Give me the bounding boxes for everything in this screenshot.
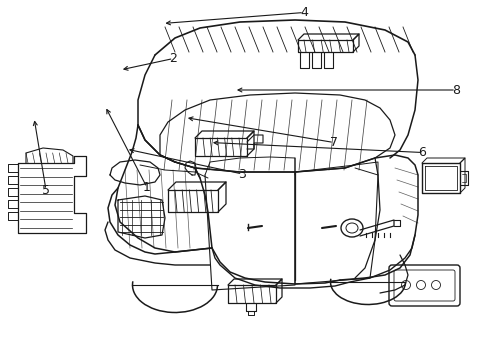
Text: 6: 6	[418, 146, 426, 159]
Text: 4: 4	[300, 6, 307, 19]
Text: 8: 8	[451, 84, 459, 96]
Text: 7: 7	[329, 136, 337, 149]
Text: 2: 2	[169, 52, 177, 65]
Text: 1: 1	[143, 181, 151, 194]
Text: 5: 5	[42, 184, 50, 197]
Text: 3: 3	[238, 167, 246, 180]
